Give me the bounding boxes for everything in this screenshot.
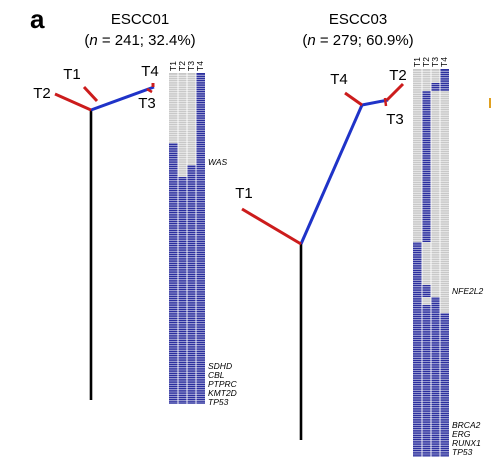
tree-escc03-branch-t1 (241, 207, 302, 246)
tree-escc01-matrix: T1 T2 T3 T4 WAS SDHD CBL PTPRC KMT2D TP5… (168, 61, 238, 407)
gene-label-tp53: TP53 (452, 447, 473, 457)
tree-escc03-node-t2: T2 (389, 67, 407, 84)
matrix-block-absent (178, 165, 187, 177)
tree-escc03-subtitle: (n = 279; 60.9%) (302, 32, 413, 49)
tree-escc01-subtitle: (n = 241; 32.4%) (84, 32, 195, 49)
tree-escc01-branch-t1 (82, 85, 99, 103)
gene-label-sdhd: SDHD (208, 361, 232, 371)
tree-escc03: ESCC03 (n = 279; 60.9%) T1 T2 T3 T4 T1 T… (235, 11, 483, 457)
tree-escc03-col-t3: T3 (430, 57, 440, 67)
tree-escc01-node-t4: T4 (141, 63, 159, 80)
gene-label-brca2: BRCA2 (452, 420, 481, 430)
matrix-block-present (169, 143, 178, 165)
matrix-block-present (422, 91, 431, 242)
matrix-block-present (169, 165, 178, 177)
matrix-block-present (413, 297, 422, 305)
tree-escc03-col-t1: T1 (412, 57, 422, 67)
tree-escc01-branch-t3 (146, 87, 153, 94)
gene-label-runx1: RUNX1 (452, 438, 481, 448)
tree-escc03-shared-branch-upper (361, 98, 389, 107)
matrix-row-separators (413, 69, 449, 457)
gene-label-cbl: CBL (208, 370, 225, 380)
gene-label-kmt2d: KMT2D (208, 388, 237, 398)
tree-escc01: ESCC01 (n = 241; 32.4%) T1 T2 T3 T4 T1 T… (33, 11, 237, 407)
tree-escc03-node-t3: T3 (386, 111, 404, 128)
tree-escc01-node-t1: T1 (63, 66, 81, 83)
tree-escc03-node-t1: T1 (235, 185, 253, 202)
panel-letter: a (30, 4, 45, 34)
gene-label-tp53: TP53 (208, 397, 229, 407)
tree-escc03-node-t4: T4 (330, 71, 348, 88)
matrix-block-present (440, 69, 449, 83)
gene-label-nfe2l2: NFE2L2 (452, 286, 483, 296)
tree-escc03-branch-t4 (344, 91, 363, 107)
tree-escc03-branch-t3 (383, 97, 388, 107)
tree-escc01-branch-t2 (54, 92, 92, 112)
matrix-block-absent (413, 91, 422, 242)
tree-escc01-node-t3: T3 (138, 95, 156, 112)
tree-escc03-shared-branch (299, 104, 364, 245)
tree-escc03-col-t4: T4 (439, 57, 449, 67)
gene-label-was: WAS (208, 157, 228, 167)
matrix-block-absent (422, 242, 449, 285)
tree-escc01-title: ESCC01 (111, 11, 169, 28)
gene-label-erg: ERG (452, 429, 471, 439)
matrix-row-separators (169, 73, 205, 404)
matrix-block-absent (440, 297, 449, 305)
tree-escc03-branch-t2 (385, 82, 405, 102)
tree-escc01-node-t2: T2 (33, 85, 51, 102)
tree-escc03-matrix: T1 T2 T3 T4 (412, 57, 483, 457)
tree-escc01-col-t4: T4 (195, 61, 205, 71)
matrix-block-present (196, 143, 205, 165)
matrix-block-present (413, 242, 422, 285)
gene-label-ptprc: PTPRC (208, 379, 238, 389)
tree-escc03-title: ESCC03 (329, 11, 387, 28)
matrix-block-absent (413, 69, 440, 83)
tree-escc01-col-t2: T2 (177, 61, 187, 71)
tree-escc01-shared-branch (90, 85, 155, 112)
matrix-block-present (431, 297, 440, 305)
tree-escc01-col-t3: T3 (186, 61, 196, 71)
tree-escc01-col-t1: T1 (168, 61, 178, 71)
matrix-block-absent (422, 297, 431, 305)
tree-escc03-col-t2: T2 (421, 57, 431, 67)
